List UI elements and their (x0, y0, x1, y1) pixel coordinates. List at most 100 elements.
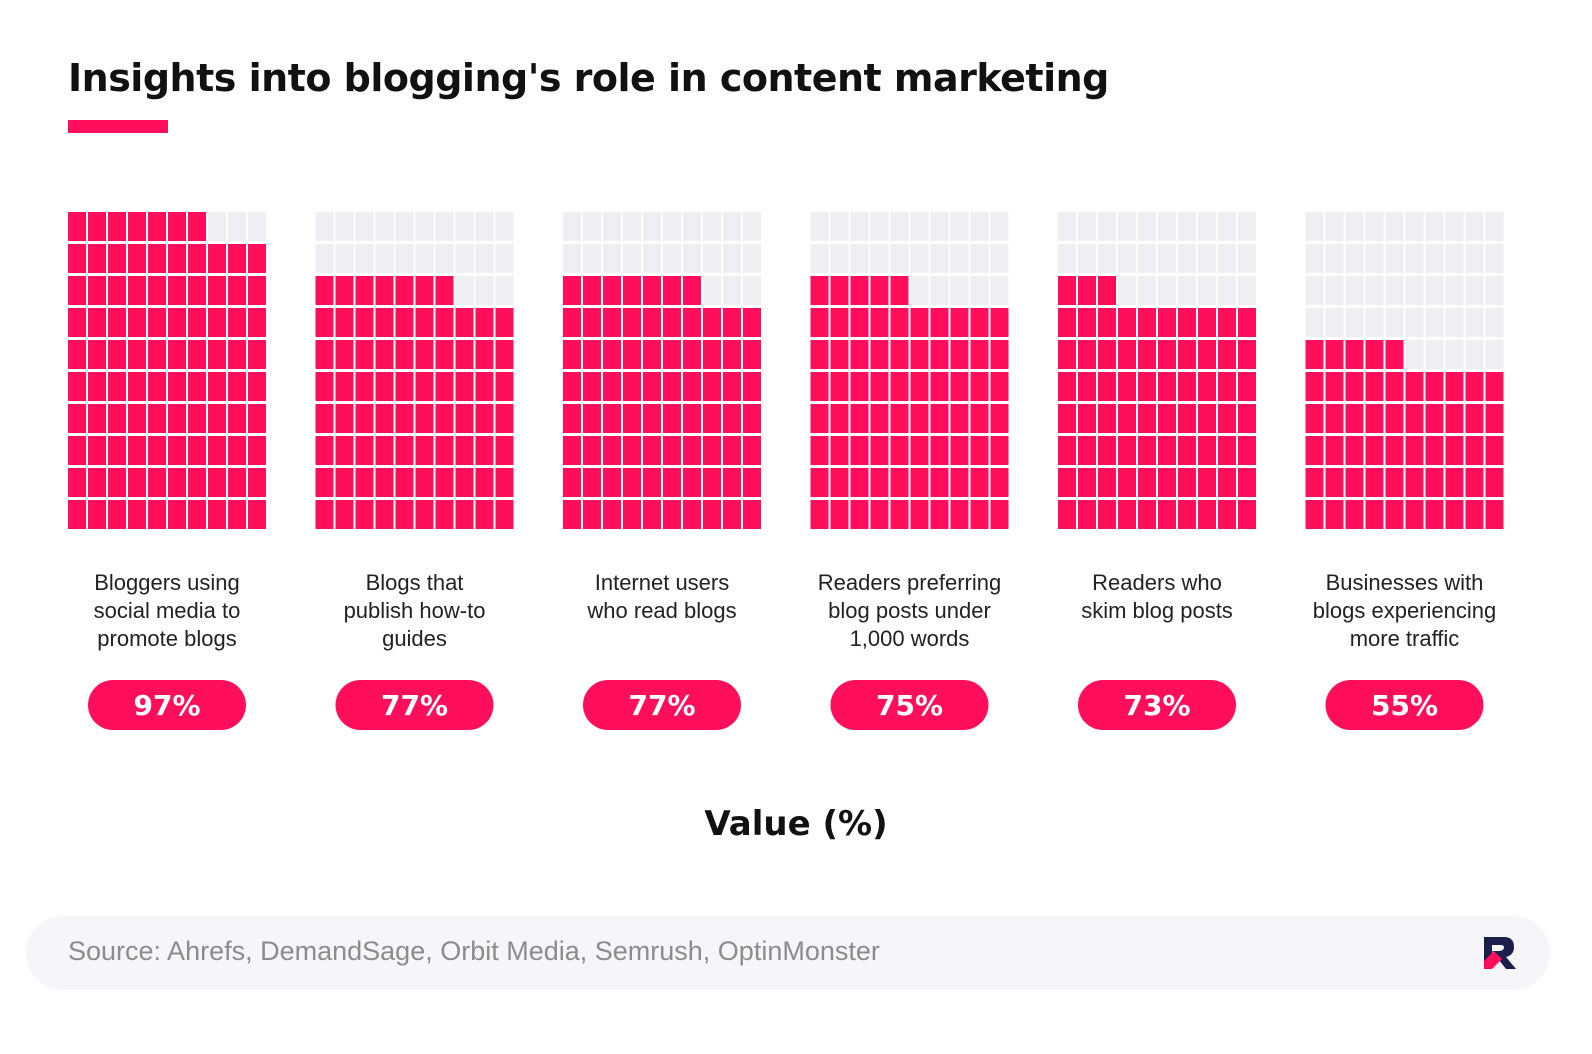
waffle-cell-filled (643, 276, 661, 305)
waffle-cell-filled (1178, 308, 1196, 337)
waffle-cell-filled (563, 404, 581, 433)
waffle-cell-filled (435, 340, 454, 369)
waffle-cell-filled (1405, 404, 1424, 433)
waffle-cell-filled (723, 500, 741, 529)
waffle-cell-filled (108, 404, 126, 433)
waffle-cell-empty (623, 212, 641, 241)
waffle-cell-filled (623, 276, 641, 305)
waffle-cell-filled (563, 308, 581, 337)
waffle-cell-empty (970, 244, 989, 273)
waffle-cell-filled (930, 436, 949, 465)
waffle-cell-filled (870, 276, 889, 305)
waffle-cell-filled (455, 500, 474, 529)
waffle-cell-filled (643, 468, 661, 497)
waffle-cell-filled (1178, 372, 1196, 401)
waffle-cell-filled (168, 404, 186, 433)
waffle-cell-filled (68, 212, 86, 241)
waffle-cell-empty (375, 244, 394, 273)
waffle-cell-filled (1158, 404, 1176, 433)
waffle-cell-filled (950, 468, 969, 497)
waffle-cell-filled (168, 276, 186, 305)
waffle-cell-filled (1325, 404, 1344, 433)
waffle-cell-empty (950, 244, 969, 273)
waffle-cell-filled (88, 404, 106, 433)
waffle-cell-filled (623, 308, 641, 337)
waffle-5 (1058, 212, 1256, 529)
waffle-cell-empty (890, 244, 909, 273)
waffle-cell-filled (248, 468, 266, 497)
waffle-cell-filled (830, 340, 849, 369)
waffle-cell-filled (1058, 372, 1076, 401)
waffle-cell-filled (1198, 436, 1216, 465)
waffle-cell-empty (830, 212, 849, 241)
waffle-cell-filled (1485, 404, 1504, 433)
waffle-cell-filled (188, 404, 206, 433)
waffle-cell-filled (583, 436, 601, 465)
waffle-cell-filled (623, 340, 641, 369)
waffle-cell-filled (395, 500, 414, 529)
waffle-cell-filled (1118, 436, 1136, 465)
category-label-line: Internet users (595, 570, 730, 595)
category-label-line: Businesses with (1326, 570, 1484, 595)
waffle-cell-empty (603, 212, 621, 241)
waffle-cell-filled (703, 404, 721, 433)
waffle-cell-filled (148, 308, 166, 337)
waffle-6 (1305, 212, 1504, 529)
waffle-cell-filled (1218, 468, 1236, 497)
waffle-cell-empty (1405, 340, 1424, 369)
waffle-cell-filled (248, 276, 266, 305)
waffle-cell-filled (375, 372, 394, 401)
waffle-cell-filled (850, 276, 869, 305)
waffle-cell-filled (188, 276, 206, 305)
waffle-cell-filled (248, 404, 266, 433)
waffle-cell-empty (1098, 212, 1116, 241)
waffle-cell-filled (1325, 372, 1344, 401)
waffle-cell-filled (810, 436, 829, 465)
waffle-cell-filled (1218, 340, 1236, 369)
waffle-cell-filled (603, 404, 621, 433)
waffle-cell-filled (228, 468, 246, 497)
waffle-cell-filled (723, 468, 741, 497)
waffle-cell-filled (128, 404, 146, 433)
waffle-cell-empty (1058, 212, 1076, 241)
value-label: 73% (1123, 689, 1190, 722)
waffle-cell-empty (970, 212, 989, 241)
waffle-cell-filled (683, 276, 701, 305)
waffle-cell-empty (1158, 212, 1176, 241)
waffle-cell-filled (603, 276, 621, 305)
waffle-cell-filled (1218, 500, 1236, 529)
waffle-cell-filled (1118, 404, 1136, 433)
waffle-cell-filled (623, 404, 641, 433)
waffle-cell-filled (335, 372, 354, 401)
waffle-cell-filled (148, 500, 166, 529)
waffle-cell-filled (810, 276, 829, 305)
waffle-cell-filled (723, 340, 741, 369)
waffle-cell-filled (208, 468, 226, 497)
waffle-cell-filled (1485, 468, 1504, 497)
waffle-cell-filled (1305, 436, 1324, 465)
waffle-cell-filled (228, 372, 246, 401)
waffle-cell-filled (1198, 468, 1216, 497)
waffle-cell-filled (603, 436, 621, 465)
waffle-cell-filled (208, 276, 226, 305)
waffle-cell-empty (1385, 276, 1404, 305)
waffle-cell-filled (910, 340, 929, 369)
waffle-cell-filled (703, 308, 721, 337)
waffle-cell-empty (1218, 244, 1236, 273)
waffle-cell-filled (743, 308, 761, 337)
waffle-cell-empty (435, 244, 454, 273)
waffle-cell-filled (1198, 372, 1216, 401)
waffle-cell-filled (1365, 500, 1384, 529)
waffle-cell-filled (168, 308, 186, 337)
waffle-cell-empty (1078, 212, 1096, 241)
waffle-cell-empty (1445, 244, 1464, 273)
waffle-cell-filled (455, 404, 474, 433)
waffle-cell-filled (990, 372, 1009, 401)
value-label: 55% (1371, 689, 1438, 722)
waffle-cell-filled (1365, 404, 1384, 433)
waffle-cell-filled (603, 308, 621, 337)
waffle-cell-filled (1138, 372, 1156, 401)
waffle-cell-filled (950, 372, 969, 401)
waffle-cell-empty (1405, 276, 1424, 305)
waffle-cell-empty (1325, 244, 1344, 273)
